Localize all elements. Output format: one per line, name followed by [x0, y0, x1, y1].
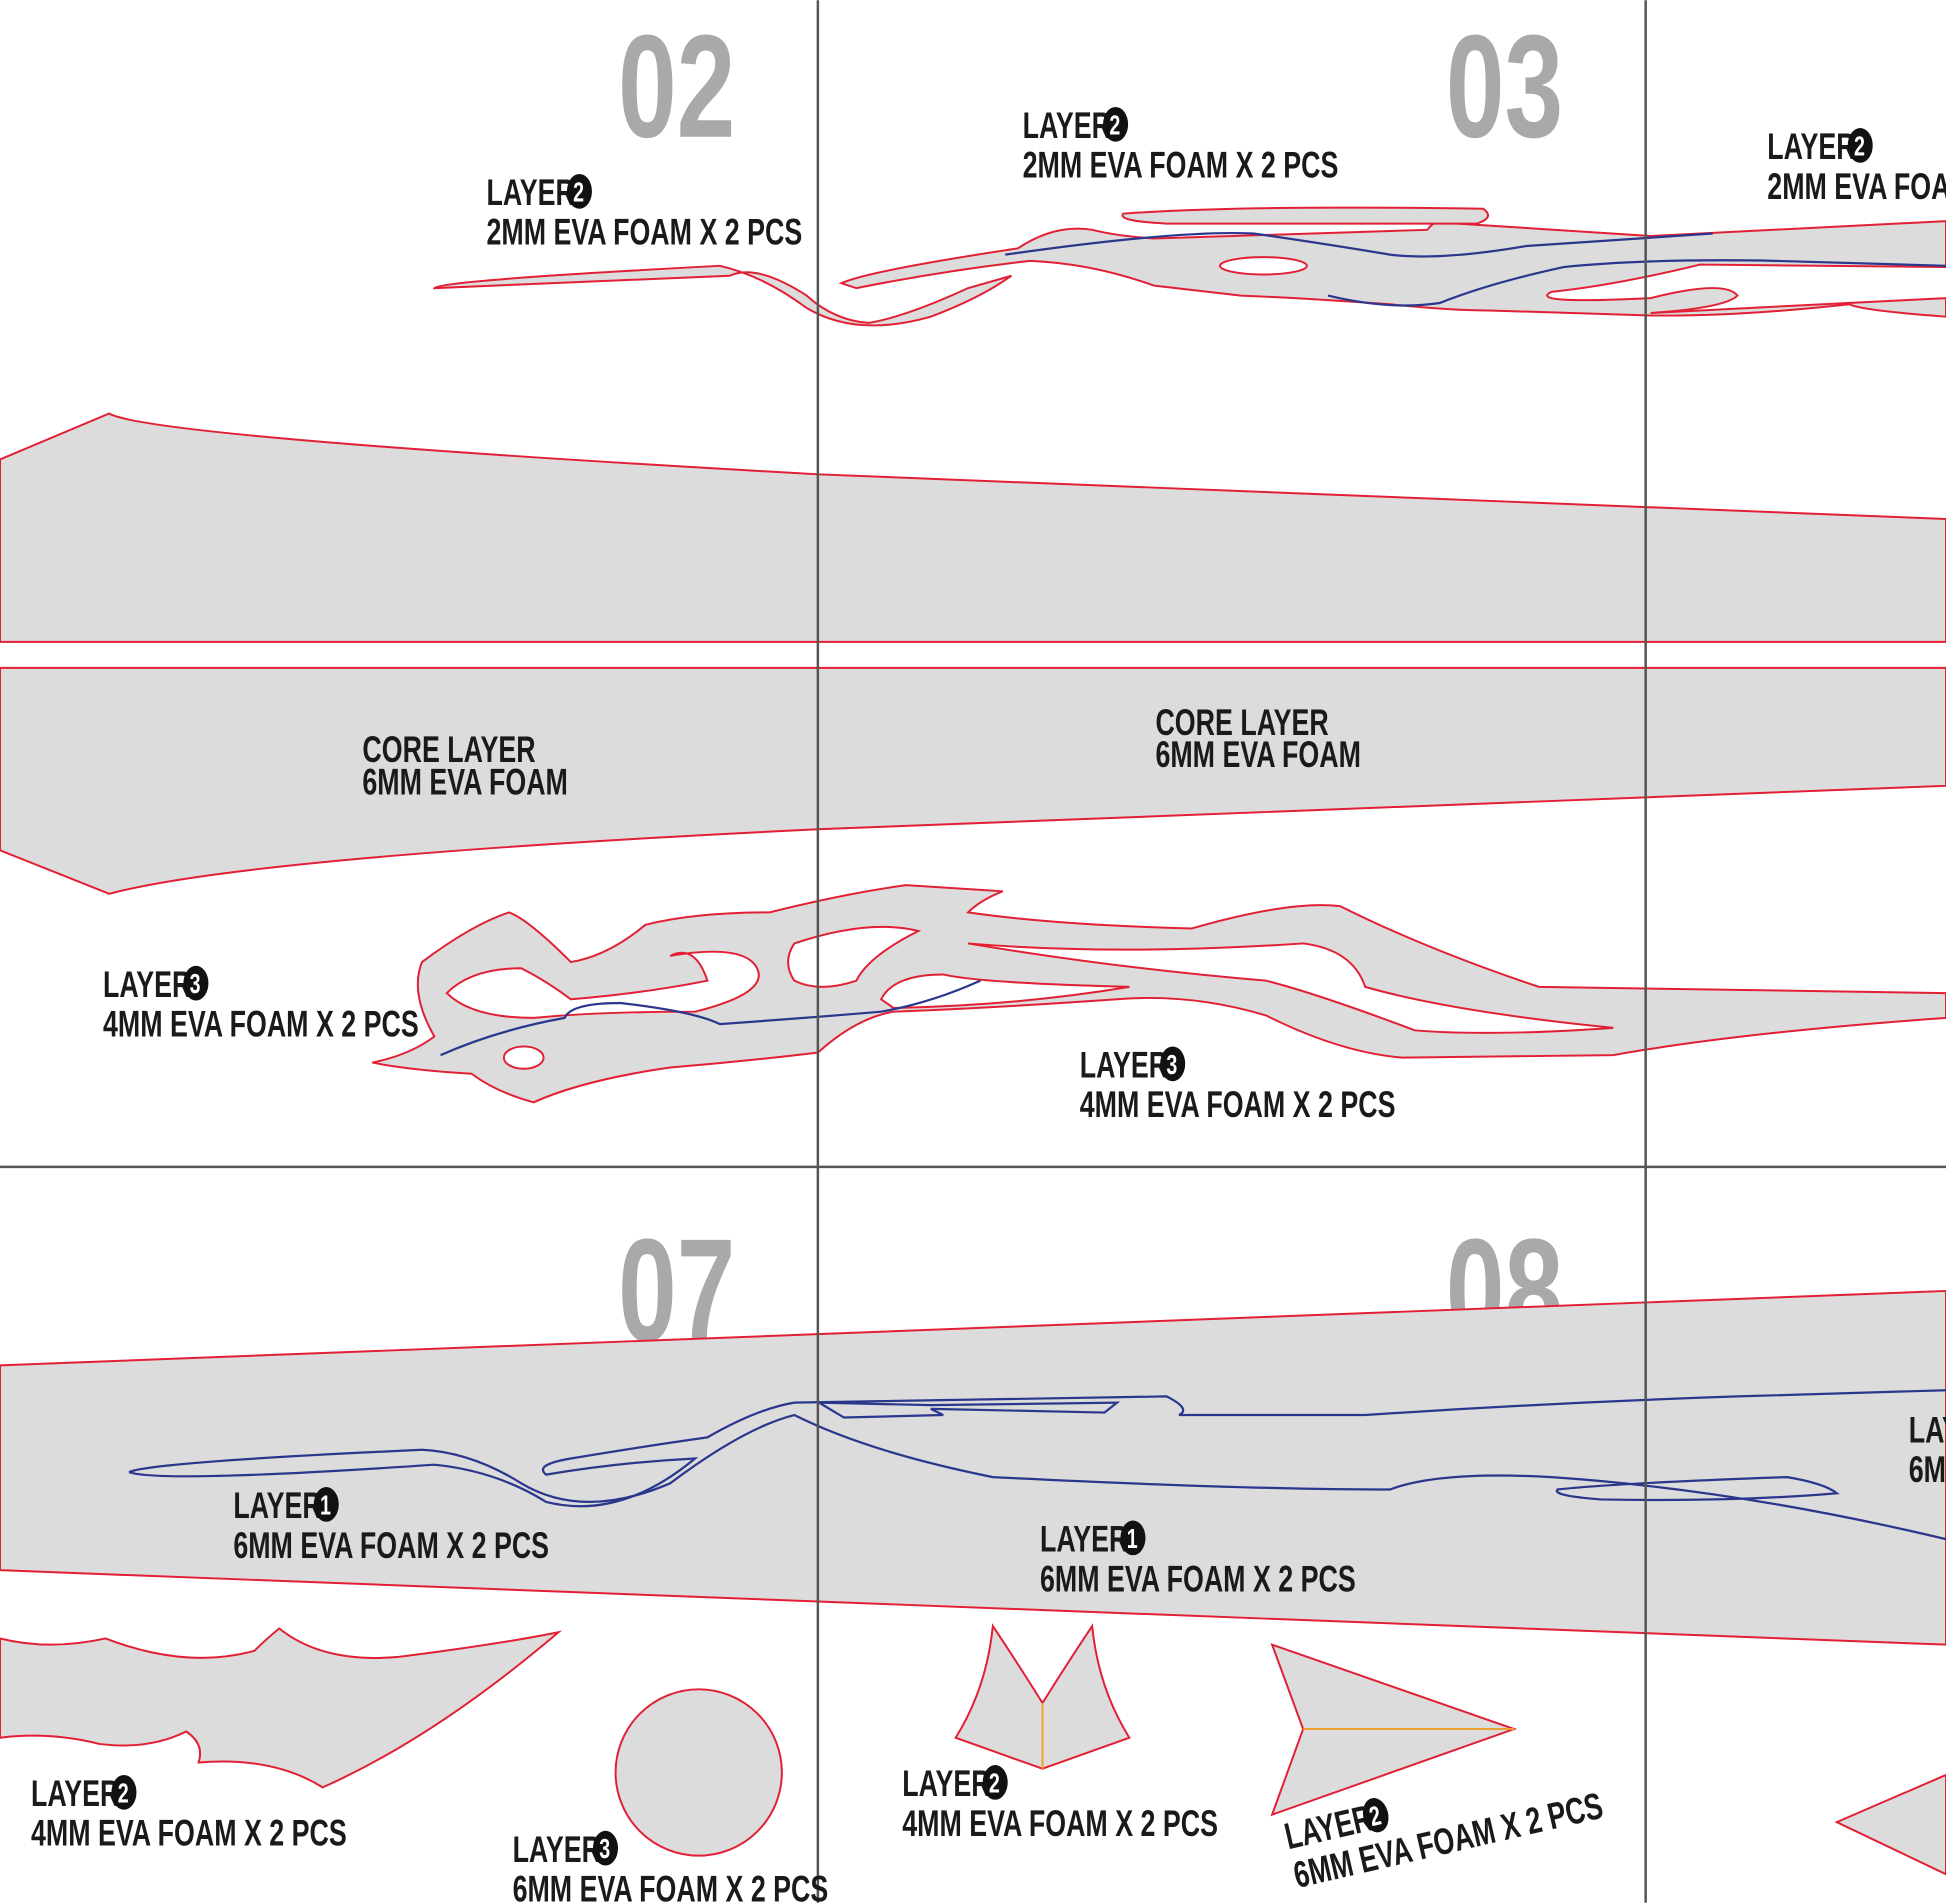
svg-text:2MM EVA FOAM X 2 PCS: 2MM EVA FOAM X 2 PCS — [1767, 166, 1946, 207]
svg-text:2MM EVA FOAM X 2 PCS: 2MM EVA FOAM X 2 PCS — [1023, 144, 1339, 185]
svg-text:CORE LAYER: CORE LAYER — [362, 729, 535, 770]
svg-text:1: 1 — [320, 1490, 331, 1521]
svg-text:LAYER: LAYER — [1040, 1518, 1128, 1559]
label-partial-right: LAY 6M — [1909, 1409, 1946, 1490]
piece-arrow-partial — [1834, 1773, 1946, 1876]
svg-text:2: 2 — [1854, 131, 1865, 162]
page-number-03: 03 — [1446, 5, 1563, 169]
label-spec: 2MM EVA FOAM X 2 PCS — [487, 211, 803, 252]
label-core-b: CORE LAYER 6MM EVA FOAM — [1155, 702, 1360, 776]
svg-text:2: 2 — [118, 1778, 129, 1809]
svg-text:3: 3 — [1166, 1050, 1177, 1081]
svg-text:1: 1 — [1127, 1524, 1138, 1555]
svg-text:4MM EVA FOAM X 2 PCS: 4MM EVA FOAM X 2 PCS — [31, 1812, 347, 1853]
svg-text:6MM EVA FOAM X 2 PCS: 6MM EVA FOAM X 2 PCS — [1040, 1558, 1356, 1599]
svg-text:6MM EVA FOAM X 2 PCS: 6MM EVA FOAM X 2 PCS — [233, 1524, 549, 1565]
svg-text:2: 2 — [1109, 110, 1120, 141]
svg-text:LAYER: LAYER — [31, 1773, 119, 1814]
layer-number-badge — [566, 173, 592, 209]
label-layer2-a: LAYER 2 2MM EVA FOAM X 2 PCS — [487, 172, 803, 253]
label-title: LAYER — [487, 172, 575, 213]
piece-v-shape — [954, 1623, 1131, 1770]
piece-layer1-band — [0, 1289, 1946, 1646]
label-layer2-b: LAYER 2 2MM EVA FOAM X 2 PCS — [1023, 105, 1339, 186]
svg-text:6M: 6M — [1909, 1449, 1946, 1490]
label-layer1-b: LAYER 1 6MM EVA FOAM X 2 PCS — [1040, 1518, 1356, 1599]
label-layer2-c: LAYER 2 2MM EVA FOAM X 2 PCS — [1767, 126, 1946, 207]
svg-text:CORE LAYER: CORE LAYER — [1155, 702, 1328, 743]
svg-text:4MM EVA FOAM X 2 PCS: 4MM EVA FOAM X 2 PCS — [103, 1003, 419, 1044]
label-layer2-v: LAYER 2 4MM EVA FOAM X 2 PCS — [902, 1763, 1218, 1844]
piece-layer3-flame — [372, 884, 1946, 1104]
svg-text:6MM EVA FOAM: 6MM EVA FOAM — [1155, 734, 1360, 775]
label-core-a: CORE LAYER 6MM EVA FOAM — [362, 729, 567, 803]
svg-text:2: 2 — [989, 1768, 1000, 1799]
svg-text:LAYER: LAYER — [233, 1485, 321, 1526]
piece-circle — [614, 1688, 783, 1857]
piece-arrow — [1270, 1643, 1518, 1817]
label-layer3-a: LAYER 3 4MM EVA FOAM X 2 PCS — [103, 964, 419, 1045]
svg-text:4MM EVA FOAM X 2 PCS: 4MM EVA FOAM X 2 PCS — [1080, 1084, 1396, 1125]
svg-text:LAYER: LAYER — [1767, 126, 1855, 167]
piece-core-layer — [0, 666, 1946, 895]
svg-text:3: 3 — [190, 969, 201, 1000]
piece-layer2-top — [432, 206, 1946, 327]
svg-text:LAYER: LAYER — [902, 1763, 990, 1804]
svg-text:4MM EVA FOAM X 2 PCS: 4MM EVA FOAM X 2 PCS — [902, 1802, 1218, 1843]
label-layer3-circle: LAYER 3 6MM EVA FOAM X 2 PCS — [513, 1829, 829, 1903]
page-number-02: 02 — [618, 5, 735, 169]
svg-text:LAYER: LAYER — [513, 1829, 601, 1870]
svg-text:6MM EVA FOAM: 6MM EVA FOAM — [362, 761, 567, 802]
svg-text:6MM EVA FOAM X 2 PCS: 6MM EVA FOAM X 2 PCS — [513, 1868, 829, 1903]
piece-spiky-blade — [0, 1627, 563, 1789]
label-layer2-blade: LAYER 2 4MM EVA FOAM X 2 PCS — [31, 1773, 347, 1854]
svg-text:LAY: LAY — [1909, 1409, 1946, 1450]
svg-text:3: 3 — [599, 1834, 610, 1865]
svg-text:LAYER: LAYER — [103, 964, 191, 1005]
label-layer3-b: LAYER 3 4MM EVA FOAM X 2 PCS — [1080, 1044, 1396, 1125]
svg-text:LAYER: LAYER — [1080, 1044, 1168, 1085]
piece-wedge-top — [0, 412, 1946, 643]
svg-text:LAYER: LAYER — [1023, 105, 1111, 146]
label-layer1-a: LAYER 1 6MM EVA FOAM X 2 PCS — [233, 1485, 549, 1566]
svg-text:2: 2 — [573, 177, 584, 208]
